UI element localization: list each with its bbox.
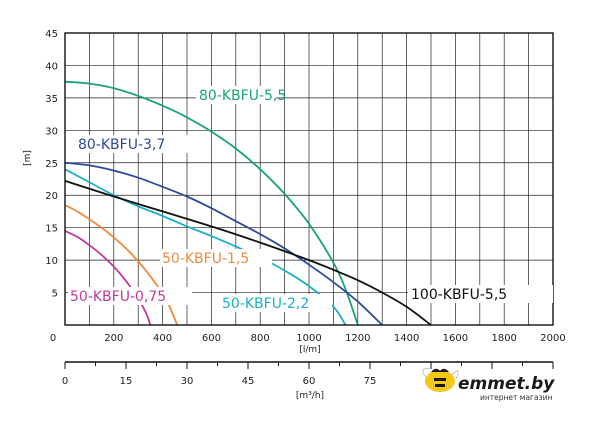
x-tick-label: 1800: [491, 333, 516, 344]
secondary-x-tick-label: 30: [181, 376, 194, 387]
emmet-logo: emmet.by интернет магазин: [422, 368, 555, 402]
x-axis-label: [l/m]: [299, 345, 320, 355]
bee-icon: [422, 368, 459, 392]
series-line-100-kbfu-5-5: [64, 180, 432, 326]
y-tick-label: 10: [45, 256, 58, 267]
logo-text: emmet.by: [458, 374, 555, 394]
y-tick-label: 30: [45, 126, 58, 137]
label-bg-50-kbfu-0-75: [68, 287, 192, 305]
plot-frame: [64, 32, 554, 326]
y-tick-label: 25: [45, 159, 58, 170]
tick-labels: 0 200 400 600 800 1000 1200 1400 1600 1800 2000510…: [45, 29, 565, 387]
y-tick-label: 15: [45, 224, 58, 235]
y-tick-label: 20: [45, 191, 58, 202]
y-tick-label: 45: [45, 29, 58, 40]
secondary-x-tick-label: 0: [62, 376, 68, 387]
x-tick-label: 800: [251, 333, 270, 344]
series-line-50-kbfu-0-75: [64, 230, 152, 326]
secondary-x-tick-label: 75: [364, 376, 377, 387]
x-tick-label: 1000: [296, 333, 321, 344]
y-tick-label: 40: [45, 61, 58, 72]
series-label-50-kbfu-1-5: 50-KBFU-1,5: [162, 251, 249, 267]
series-label-100-kbfu-5-5: 100-KBFU-5,5: [411, 287, 507, 303]
series-label-80-kbfu-5-5: 80-KBFU-5,5: [199, 88, 286, 104]
x-tick-label: 400: [153, 333, 172, 344]
x-tick-label: 2000: [540, 333, 565, 344]
label-bg-50-kbfu-2-2: [220, 294, 332, 312]
y-axis-label: [m]: [23, 150, 33, 166]
x-tick-label: 600: [202, 333, 221, 344]
label-bg-80-kbfu-3-7: [76, 135, 188, 153]
label-bg-80-kbfu-5-5: [196, 86, 276, 104]
series-label-50-kbfu-0-75: 50-KBFU-0,75: [70, 289, 166, 305]
series-line-80-kbfu-3-7: [64, 161, 383, 326]
series-line-50-kbfu-2-2: [64, 168, 347, 326]
label-bg-50-kbfu-1-5: [160, 249, 272, 267]
x-tick-label: 1600: [443, 333, 468, 344]
series-label-50-kbfu-2-2: 50-KBFU-2,2: [222, 296, 309, 312]
x-tick-label: 200: [104, 333, 123, 344]
secondary-x-tick-label: 15: [120, 376, 133, 387]
secondary-x-axis-label: [m³/h]: [296, 391, 324, 401]
series-label-80-kbfu-3-7: 80-KBFU-3,7: [78, 137, 165, 153]
x-tick-label: 1200: [345, 333, 370, 344]
secondary-x-tick-label: 60: [303, 376, 316, 387]
axes: [64, 32, 554, 369]
logo-subtitle: интернет магазин: [480, 393, 552, 402]
x-tick-label: 0: [50, 333, 56, 344]
x-tick-label: 1400: [394, 333, 419, 344]
label-bg-100-kbfu-5-5: [408, 285, 553, 303]
secondary-x-tick-label: 45: [242, 376, 255, 387]
grid-lines: [65, 32, 553, 325]
pump-curves: [64, 80, 432, 326]
y-tick-label: 35: [45, 94, 58, 105]
series-line-80-kbfu-5-5: [64, 80, 359, 326]
y-tick-label: 5: [52, 289, 58, 300]
